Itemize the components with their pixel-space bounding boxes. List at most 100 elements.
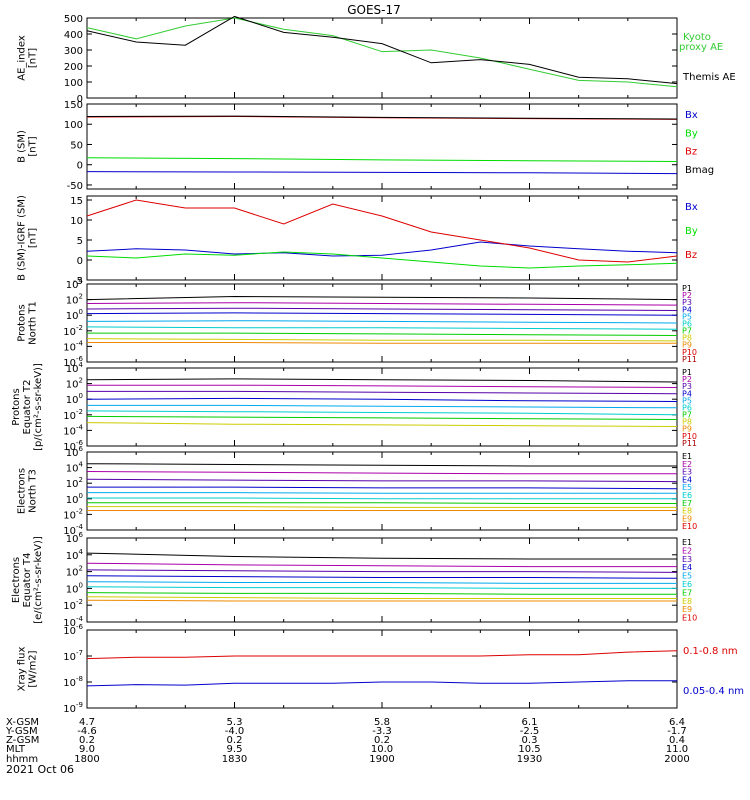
series-line-e2 xyxy=(86,471,677,475)
series-line-kyoto-proxy-ae xyxy=(86,17,678,88)
orbit-value: 11.0 xyxy=(666,744,688,755)
orbit-row-label: hhmm xyxy=(6,754,38,765)
legend-entry: P1 xyxy=(682,284,692,293)
orbit-row-label: Z-GSM xyxy=(6,735,39,746)
panel-frame xyxy=(86,537,678,623)
y-tick-label: 100 xyxy=(66,492,83,506)
y-tick-label: 10-7 xyxy=(63,649,83,663)
legend-entry: P8 xyxy=(682,334,692,343)
legend-entry: E6 xyxy=(682,580,692,589)
legend-entry: E5 xyxy=(682,572,692,581)
legend-entry: By xyxy=(685,226,698,237)
legend-entry: By xyxy=(685,128,698,139)
y-tick-label: 10-6 xyxy=(63,623,83,637)
legend-entry: E4 xyxy=(682,563,692,572)
legend-entry: E10 xyxy=(682,614,697,623)
y-tick-exponent: 4 xyxy=(79,548,84,556)
y-tick-exponent: -2 xyxy=(76,598,83,606)
series-line-bx xyxy=(86,171,678,175)
y-tick-label: 104 xyxy=(66,461,84,475)
y-tick-exponent: 0 xyxy=(79,392,83,400)
series-line-0-1-0-8-nm xyxy=(86,650,678,660)
series-line-by xyxy=(86,251,678,269)
y-axis-label: Xray flux xyxy=(17,647,28,692)
y-tick-label: 10-2 xyxy=(63,324,83,338)
legend-entry: P2 xyxy=(682,375,692,384)
series-line-p4 xyxy=(86,397,678,402)
y-axis-label: Protons xyxy=(17,304,28,341)
orbit-value: 0.3 xyxy=(522,735,538,746)
series-line-e7 xyxy=(87,502,677,504)
y-tick-exponent: -6 xyxy=(76,439,84,447)
series-line-by xyxy=(86,157,678,162)
orbit-value: -3.3 xyxy=(372,726,392,737)
legend-entry: P5 xyxy=(682,396,692,405)
series-line-p2 xyxy=(87,384,678,388)
series-line-e4 xyxy=(87,486,678,490)
legend-entry: Bz xyxy=(685,147,697,158)
plot-title: GOES-17 xyxy=(347,3,401,17)
y-tick-label: -50 xyxy=(67,181,83,192)
legend-entry: P3 xyxy=(682,298,692,307)
series-line-bmag xyxy=(86,115,678,120)
legend-entry: Bz xyxy=(685,250,697,261)
y-axis-label: [e/(cm²-s-sr-keV)] xyxy=(33,536,44,624)
legend-entry: E9 xyxy=(682,605,692,614)
orbit-value: 0.2 xyxy=(79,735,95,746)
panel-frame xyxy=(86,195,678,281)
y-tick-label: 102 xyxy=(66,377,83,391)
y-tick-label: 104 xyxy=(66,548,84,562)
y-tick-label: 10-9 xyxy=(63,701,83,715)
orbit-value: 1800 xyxy=(74,754,99,765)
legend-entry: P10 xyxy=(682,432,697,441)
y-tick-label: 10-4 xyxy=(63,339,83,353)
legend-entry: P1 xyxy=(682,368,692,377)
y-tick-label: 10-4 xyxy=(63,423,83,437)
orbit-value: 10.5 xyxy=(518,744,540,755)
y-tick-label: 0 xyxy=(77,161,83,172)
orbit-value: 5.8 xyxy=(374,717,390,728)
legend-entry: P3 xyxy=(682,382,692,391)
orbit-value: -4.0 xyxy=(225,726,245,737)
legend-entry: E7 xyxy=(682,588,692,597)
y-axis-label: B (SM) xyxy=(17,130,28,163)
legend-entry: E2 xyxy=(682,546,692,555)
legend-entry: 0.1-0.8 nm xyxy=(683,646,738,657)
y-tick-exponent: 0 xyxy=(79,581,83,589)
series-line-bz xyxy=(86,199,678,263)
y-tick-label: 50 xyxy=(70,140,83,151)
legend-entry: P7 xyxy=(682,327,692,336)
series-line-0-05-0-4-nm xyxy=(86,680,677,687)
legend-entry: E1 xyxy=(682,538,692,547)
y-axis-label: [nT] xyxy=(28,228,39,248)
series-line-p2 xyxy=(86,302,678,306)
y-tick-exponent: -4 xyxy=(76,615,84,623)
y-axis-label: Electrons xyxy=(17,468,28,514)
y-tick-label: 10-2 xyxy=(63,408,83,422)
series-line-e6 xyxy=(87,497,677,500)
orbit-row-label: X-GSM xyxy=(6,717,39,728)
y-tick-exponent: -6 xyxy=(76,623,84,631)
date-label: 2021 Oct 06 xyxy=(6,763,74,776)
y-tick-exponent: 4 xyxy=(79,461,84,469)
series-line-p4 xyxy=(86,312,678,316)
y-tick-label: 106 xyxy=(66,531,84,545)
series-line-e6 xyxy=(86,586,677,589)
y-tick-label: 10-8 xyxy=(63,675,83,689)
orbit-value: 1900 xyxy=(369,754,394,765)
legend-entry: Bx xyxy=(685,110,698,121)
y-tick-label: 150 xyxy=(64,100,83,111)
orbit-value: 1930 xyxy=(517,754,542,765)
legend-entry: E9 xyxy=(682,514,692,523)
panel-frame xyxy=(86,629,678,709)
orbit-value: 6.1 xyxy=(522,717,538,728)
legend-entry: E2 xyxy=(682,460,692,469)
legend-entry: P7 xyxy=(682,411,692,420)
series-line-p1 xyxy=(86,378,678,383)
y-axis-label: [nT] xyxy=(28,48,39,68)
legend-entry: P10 xyxy=(682,348,697,357)
series-line-e8 xyxy=(87,506,677,508)
